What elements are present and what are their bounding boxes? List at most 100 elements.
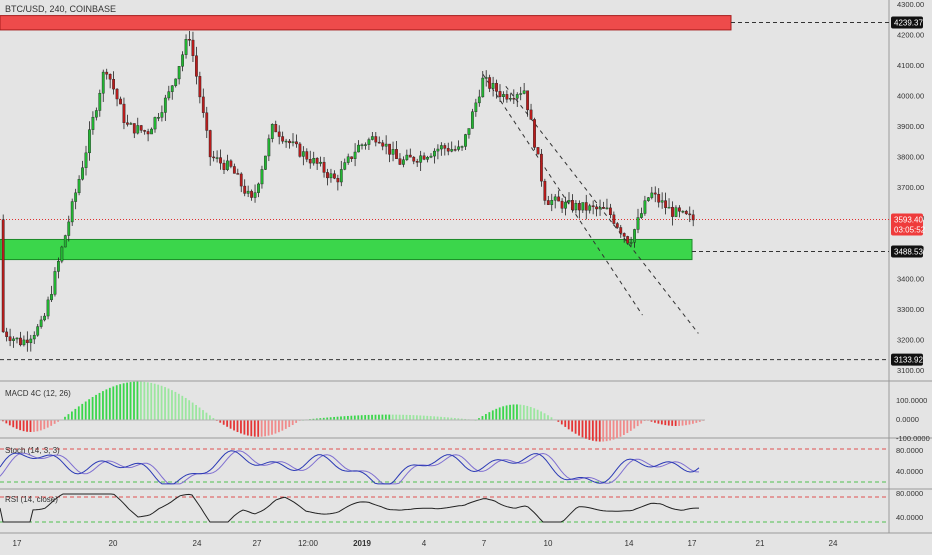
bear-candle (222, 162, 226, 170)
macd-bar (681, 420, 684, 426)
bear-candle (653, 192, 657, 195)
bear-candle (495, 82, 498, 92)
time-tick-label: 24 (193, 539, 202, 548)
time-tick-label: 27 (253, 539, 262, 548)
resistance-zone[interactable] (0, 15, 732, 31)
bull-candle (36, 326, 40, 336)
stoch-axis-label-low: 40.0000 (896, 467, 923, 476)
price-tick-label: 3900.00 (897, 122, 924, 131)
macd-bar (315, 418, 318, 420)
bull-candle (460, 146, 464, 148)
macd-bar (657, 420, 660, 424)
macd-bar (612, 420, 615, 440)
bear-candle (584, 202, 588, 211)
bull-candle (22, 339, 26, 346)
macd-bar (585, 420, 587, 439)
macd-bar (640, 420, 643, 424)
bear-candle (194, 55, 198, 77)
macd-bar (443, 417, 446, 420)
bull-candle (319, 161, 322, 164)
bear-candle (684, 210, 688, 215)
bear-candle (540, 153, 543, 182)
bear-candle (122, 103, 126, 123)
last-price-badge: 3593.40 03:05:52 (891, 213, 926, 236)
bear-candle (526, 90, 530, 111)
bull-candle (550, 200, 554, 205)
macd-bar (416, 415, 418, 420)
support-zone[interactable] (0, 238, 693, 261)
bull-candle (474, 102, 478, 112)
bull-candle (129, 123, 133, 125)
bull-candle (39, 319, 43, 327)
countdown-badge-text: 03:05:52 (894, 226, 926, 235)
rsi-axis-label-high: 80.0000 (896, 489, 923, 498)
macd-bar (457, 418, 460, 420)
macd-bar (409, 415, 411, 420)
bull-candle (12, 338, 15, 341)
bull-candle (74, 192, 78, 202)
bull-candle (391, 149, 395, 155)
bear-candle (543, 180, 547, 201)
bull-candle (491, 82, 495, 89)
macd-histogram (2, 381, 705, 442)
channel-lower-line[interactable] (482, 73, 643, 316)
macd-bar (250, 420, 253, 437)
price-tick-label: 3200.00 (897, 336, 924, 345)
macd-bar (136, 381, 139, 420)
macd-bar (8, 420, 11, 426)
macd-bar (326, 417, 329, 420)
bear-candle (657, 193, 661, 203)
bull-candle (81, 167, 84, 180)
time-tick-label: 24 (829, 539, 838, 548)
macd-bar (371, 414, 373, 420)
bear-candle (446, 148, 450, 152)
time-axis[interactable]: 17 20 24 27 12:00 2019 4 7 10 14 17 21 24 (13, 539, 838, 548)
bull-candle (674, 207, 678, 217)
macd-bar (626, 420, 629, 434)
bull-candle (450, 149, 454, 152)
bull-candle (343, 162, 347, 170)
price-axis[interactable]: 4300.00 4200.00 4100.00 4000.00 3900.00 3800.… (897, 0, 924, 375)
macd-bar (453, 418, 456, 420)
bull-candle (660, 200, 664, 203)
macd-bar (46, 420, 49, 428)
candlestick-series[interactable] (1, 31, 695, 352)
bull-candle (370, 136, 374, 140)
bear-candle (146, 131, 150, 135)
bear-candle (529, 109, 533, 120)
bear-candle (188, 39, 191, 41)
bear-candle (377, 141, 381, 144)
bear-candle (664, 200, 668, 208)
macd-bar (374, 414, 377, 420)
macd-bar (509, 404, 511, 420)
bear-candle (139, 125, 143, 131)
bear-candle (395, 149, 398, 159)
macd-bar (74, 408, 77, 420)
bear-candle (288, 140, 291, 144)
macd-bar (312, 418, 315, 420)
bear-candle (415, 160, 419, 163)
bull-candle (53, 271, 57, 295)
macd-axis-label-low: -100.0000 (896, 434, 930, 443)
macd-bar (519, 404, 522, 420)
bear-candle (498, 91, 502, 97)
bull-candle (567, 200, 571, 203)
bear-candle (678, 207, 681, 212)
macd-bar (171, 390, 173, 420)
bull-candle (339, 169, 343, 183)
top-level-badge-text: 4239.37 (894, 18, 923, 27)
macd-bar (664, 420, 667, 426)
macd-bar (343, 416, 346, 420)
symbol-title: BTC/USD, 240, COINBASE (5, 4, 116, 14)
bull-candle (43, 315, 47, 321)
bear-candle (609, 207, 612, 216)
bear-candle (577, 203, 581, 211)
bull-candle (467, 128, 471, 135)
macd-bar (177, 393, 180, 420)
bear-candle (191, 39, 195, 56)
bull-candle (502, 94, 505, 97)
macd-bar (588, 420, 591, 440)
bull-candle (436, 148, 440, 152)
